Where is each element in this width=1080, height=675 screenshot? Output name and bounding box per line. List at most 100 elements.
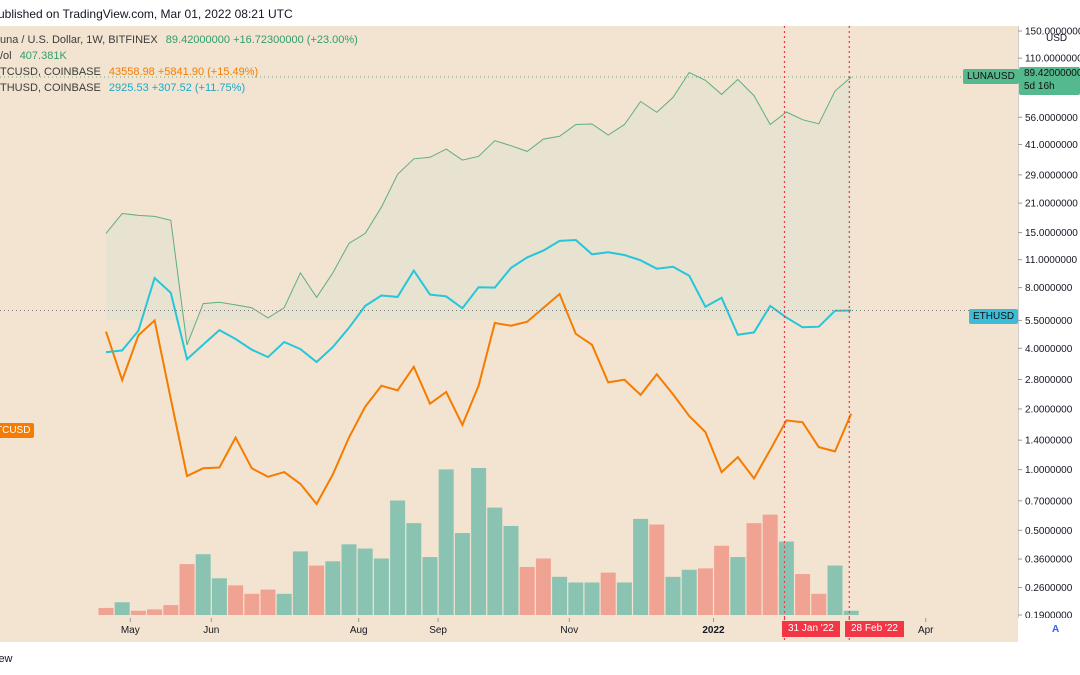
volume-bar xyxy=(811,593,827,615)
axis-background xyxy=(1018,26,1080,618)
price-tick-label: 4.0000000 xyxy=(1025,344,1073,355)
date-marker-label-1: 31 Jan '22 xyxy=(782,621,840,637)
volume-bar xyxy=(341,544,357,615)
price-tick-label: 5.5000000 xyxy=(1025,316,1073,327)
volume-bar xyxy=(211,578,227,615)
published-caption: ublished on TradingView.com, Mar 01, 202… xyxy=(0,7,293,21)
vol-value: 407.381K xyxy=(19,50,67,62)
time-tick-label: Apr xyxy=(918,625,934,636)
auto-scale-button[interactable]: A xyxy=(1052,624,1060,635)
volume-bar xyxy=(309,565,325,615)
volume-bar xyxy=(373,558,389,615)
time-tick-label: Jun xyxy=(203,625,219,636)
lunausd-area xyxy=(106,72,852,345)
legend-eth[interactable]: THUSD, COINBASE 2925.53 +307.52 (+11.75%… xyxy=(0,80,358,96)
volume-bar xyxy=(179,564,195,615)
lunausd-price-tag: 89.42000000 5d 16h xyxy=(1019,67,1080,95)
volume-bar xyxy=(276,593,292,615)
time-tick-label: Sep xyxy=(429,625,447,636)
volume-bar xyxy=(843,610,859,615)
price-tick-label: 1.4000000 xyxy=(1025,436,1073,447)
volume-bar xyxy=(600,572,616,615)
price-tick-label: 1.0000000 xyxy=(1025,465,1073,476)
time-tick-label: Aug xyxy=(350,625,368,636)
volume-bar xyxy=(665,576,681,615)
volume-bar xyxy=(454,533,470,615)
volume-bar xyxy=(746,523,762,615)
volume-bar xyxy=(406,523,422,615)
volume-bar xyxy=(292,551,308,615)
volume-bar xyxy=(228,585,244,615)
volume-bar xyxy=(390,500,406,615)
footer-brand: iew xyxy=(0,653,13,665)
price-tick-label: 0.7000000 xyxy=(1025,496,1073,507)
lunausd-series-tag: LUNAUSD xyxy=(963,69,1019,84)
volume-bar xyxy=(795,574,811,615)
volume-bar xyxy=(616,582,632,615)
volume-bar xyxy=(357,548,373,615)
volume-bar xyxy=(568,582,584,615)
volume-bar xyxy=(552,576,568,615)
volume-bar xyxy=(260,589,276,615)
price-tick-label: 0.5000000 xyxy=(1025,526,1073,537)
price-tick-label: 0.1900000 xyxy=(1025,611,1073,619)
volume-bar xyxy=(519,566,535,615)
price-tick-label: 56.0000000 xyxy=(1025,113,1078,124)
lunausd-countdown: 5d 16h xyxy=(1024,81,1055,92)
volume-bar xyxy=(114,602,130,615)
volume-bar xyxy=(147,609,163,615)
legend-luna[interactable]: una / U.S. Dollar, 1W, BITFINEX 89.42000… xyxy=(0,32,358,48)
btc-symbol: TCUSD, COINBASE xyxy=(0,66,101,78)
footer-bar: iew xyxy=(0,642,1080,675)
btcusd-line xyxy=(105,292,853,506)
date-marker-label-2: 28 Feb '22 xyxy=(845,621,904,637)
volume-bar xyxy=(487,507,503,615)
chart-plot-area[interactable] xyxy=(0,26,1018,618)
volume-bar xyxy=(827,565,843,615)
volume-bar xyxy=(195,554,211,615)
price-tick-label: 21.0000000 xyxy=(1025,199,1078,210)
price-tick-label: 0.3600000 xyxy=(1025,555,1073,566)
time-tick-label: May xyxy=(121,625,140,636)
btc-price: 43558.98 xyxy=(108,66,155,78)
luna-change: +16.72300000 (+23.00%) xyxy=(233,34,358,46)
price-tick-label: 150.0000000 xyxy=(1025,27,1080,38)
btcusd-series-tag: TCUSD xyxy=(0,423,35,438)
time-tick-label: Nov xyxy=(560,625,578,636)
vol-label: /ol xyxy=(0,50,12,62)
volume-bar xyxy=(471,468,487,615)
price-tick-label: 41.0000000 xyxy=(1025,140,1078,151)
top-bar: ublished on TradingView.com, Mar 01, 202… xyxy=(0,0,1080,26)
volume-bar xyxy=(778,541,794,615)
price-tick-label: 110.0000000 xyxy=(1025,54,1080,65)
volume-bar xyxy=(584,582,600,615)
luna-symbol: una / U.S. Dollar, 1W, BITFINEX xyxy=(0,34,158,46)
time-tick-label: 2022 xyxy=(702,625,725,636)
price-tick-label: 8.0000000 xyxy=(1025,283,1073,294)
eth-price: 2925.53 xyxy=(108,82,149,94)
volume-bar xyxy=(422,557,438,615)
price-axis[interactable]: 150.0000000 110.0000000 89.42000000 56.0000… xyxy=(1018,26,1080,618)
btc-change: +5841.90 (+15.49%) xyxy=(157,66,259,78)
volume-bar xyxy=(438,469,454,615)
volume-bar xyxy=(697,568,713,615)
luna-price: 89.42000000 xyxy=(165,34,231,46)
volume-bar xyxy=(714,545,730,615)
volume-bar xyxy=(535,558,551,615)
lunausd-line xyxy=(105,71,852,346)
price-tick-label: 15.0000000 xyxy=(1025,228,1078,239)
time-axis[interactable]: May Jun Aug Sep Nov 2022 Apr xyxy=(0,618,1080,642)
volume-bar xyxy=(163,605,179,615)
volume-bar xyxy=(681,569,697,615)
legend-btc[interactable]: TCUSD, COINBASE 43558.98 +5841.90 (+15.4… xyxy=(0,64,358,80)
volume-bar xyxy=(633,518,649,615)
axis-currency-label[interactable]: USD xyxy=(1046,33,1068,44)
price-tick-label: 2.0000000 xyxy=(1025,404,1073,415)
eth-symbol: THUSD, COINBASE xyxy=(0,82,101,94)
legend-vol[interactable]: /ol 407.381K xyxy=(0,48,358,64)
volume-bar xyxy=(762,514,778,615)
eth-change: +307.52 (+11.75%) xyxy=(151,82,246,94)
volume-bar xyxy=(503,525,519,615)
volume-bar xyxy=(325,561,341,615)
ethusd-line xyxy=(105,238,852,364)
